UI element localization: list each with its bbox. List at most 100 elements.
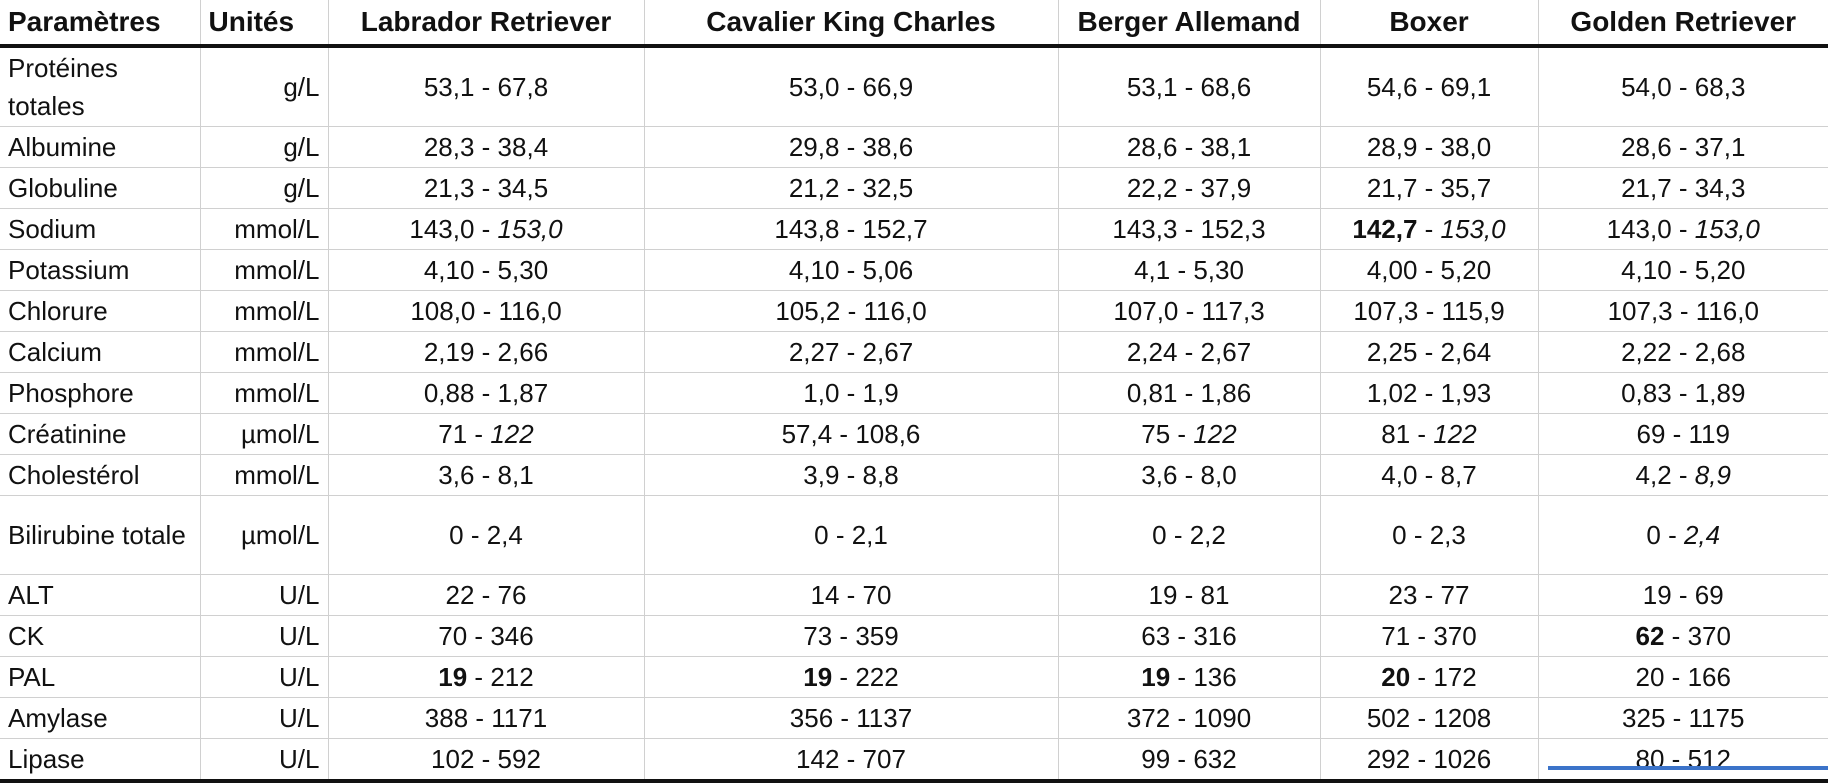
range-high: 166 bbox=[1687, 662, 1731, 692]
range-cell-berger: 3,6 - 8,0 bbox=[1057, 454, 1320, 496]
range-cell-boxer: 4,00 - 5,20 bbox=[1319, 249, 1538, 291]
parameter-name: Protéines totales bbox=[0, 45, 200, 127]
range-low: 22 bbox=[445, 580, 475, 610]
range-cell-labrador: 70 - 346 bbox=[327, 615, 644, 657]
range-high: 37,9 bbox=[1200, 173, 1252, 203]
header-cavalier: Cavalier King Charles bbox=[643, 0, 1058, 48]
range-separator: - bbox=[1410, 703, 1434, 733]
parameter-name: Chlorure bbox=[0, 290, 200, 332]
range-separator: - bbox=[1177, 580, 1201, 610]
range-cell-berger: 22,2 - 37,9 bbox=[1057, 167, 1320, 209]
range-high: 152,7 bbox=[862, 214, 928, 244]
range-cell-boxer: 23 - 77 bbox=[1319, 574, 1538, 616]
range-low: 28,6 bbox=[1621, 132, 1672, 162]
range-low: 21,7 bbox=[1366, 173, 1418, 203]
range-low: 63 bbox=[1141, 621, 1171, 651]
range-separator: - bbox=[474, 337, 498, 367]
range-low: 19 bbox=[438, 662, 468, 692]
range-low: 4,1 bbox=[1134, 255, 1171, 285]
range-low: 325 bbox=[1622, 703, 1666, 733]
range-low: 3,6 bbox=[438, 460, 475, 490]
range-low: 0,81 bbox=[1126, 378, 1178, 408]
range-high: 153,0 bbox=[497, 214, 563, 244]
range-high: 2,67 bbox=[1200, 337, 1252, 367]
parameter-unit: U/L bbox=[199, 615, 328, 657]
range-low: 75 bbox=[1141, 419, 1171, 449]
range-cell-berger: 19 - 81 bbox=[1057, 574, 1320, 616]
range-high: 69 bbox=[1694, 580, 1724, 610]
range-high: 38,1 bbox=[1200, 132, 1252, 162]
range-high: 1,86 bbox=[1200, 378, 1252, 408]
range-high: 76 bbox=[497, 580, 527, 610]
range-cell-boxer: 4,0 - 8,7 bbox=[1319, 454, 1538, 496]
range-cell-cavalier: 57,4 - 108,6 bbox=[643, 413, 1058, 455]
range-separator: - bbox=[1417, 173, 1441, 203]
range-high: 35,7 bbox=[1440, 173, 1492, 203]
range-low: 0,83 bbox=[1621, 378, 1672, 408]
range-cell-cavalier: 2,27 - 2,67 bbox=[643, 331, 1058, 373]
range-high: 37,1 bbox=[1694, 132, 1746, 162]
range-separator: - bbox=[1664, 744, 1688, 774]
range-low: 73 bbox=[803, 621, 833, 651]
range-low: 0 bbox=[449, 520, 464, 550]
range-separator: - bbox=[463, 520, 487, 550]
range-low: 3,9 bbox=[803, 460, 840, 490]
range-high: 5,30 bbox=[497, 255, 549, 285]
parameter-unit: mmol/L bbox=[199, 454, 328, 496]
range-low: 1,02 bbox=[1366, 378, 1418, 408]
range-low: 143,8 bbox=[774, 214, 840, 244]
parameter-unit: U/L bbox=[199, 574, 328, 616]
table-row: Cholestérol mmol/L 3,6 - 8,1 3,9 - 8,8 3,6 -… bbox=[0, 454, 1828, 496]
table-row: Albumine g/L 28,3 - 38,4 29,8 - 38,6 28,6 - … bbox=[0, 126, 1828, 168]
range-separator: - bbox=[1410, 662, 1434, 692]
range-cell-berger: 107,0 - 117,3 bbox=[1057, 290, 1320, 332]
range-low: 29,8 bbox=[788, 132, 840, 162]
range-high: 8,1 bbox=[497, 460, 534, 490]
range-high: 2,64 bbox=[1440, 337, 1492, 367]
range-high: 34,5 bbox=[497, 173, 549, 203]
parameter-unit: mmol/L bbox=[199, 290, 328, 332]
range-high: 2,1 bbox=[851, 520, 888, 550]
range-high: 1,89 bbox=[1694, 378, 1746, 408]
range-high: 117,3 bbox=[1201, 296, 1265, 326]
range-cell-labrador: 143,0 - 153,0 bbox=[327, 208, 644, 250]
range-cell-cavalier: 73 - 359 bbox=[643, 615, 1058, 657]
range-separator: - bbox=[1170, 419, 1194, 449]
range-separator: - bbox=[1417, 337, 1441, 367]
parameter-unit: µmol/L bbox=[199, 495, 328, 575]
range-high: 68,6 bbox=[1200, 72, 1252, 102]
range-low: 107,0 bbox=[1113, 296, 1179, 326]
range-separator: - bbox=[839, 255, 863, 285]
range-separator: - bbox=[1166, 520, 1190, 550]
range-low: 2,25 bbox=[1366, 337, 1418, 367]
range-separator: - bbox=[1671, 460, 1695, 490]
range-low: 0 bbox=[1152, 520, 1167, 550]
range-cell-labrador: 2,19 - 2,66 bbox=[327, 331, 644, 373]
range-cell-golden: 62 - 370 bbox=[1537, 615, 1828, 657]
range-separator: - bbox=[474, 744, 498, 774]
range-high: 70 bbox=[862, 580, 892, 610]
range-separator: - bbox=[1177, 378, 1201, 408]
range-separator: - bbox=[1671, 214, 1695, 244]
parameter-name: Amylase bbox=[0, 697, 200, 739]
range-separator: - bbox=[1170, 744, 1194, 774]
selection-accent-bar bbox=[1548, 766, 1828, 770]
range-separator: - bbox=[1417, 214, 1441, 244]
range-low: 143,3 bbox=[1112, 214, 1178, 244]
table-row: Créatinine µmol/L 71 - 122 57,4 - 108,6 75 -… bbox=[0, 413, 1828, 455]
table-row: PAL U/L 19 - 212 19 - 222 19 - 136 20 - 172 20… bbox=[0, 656, 1828, 698]
range-cell-labrador: 388 - 1171 bbox=[327, 697, 644, 739]
range-cell-boxer: 502 - 1208 bbox=[1319, 697, 1538, 739]
parameter-name: Calcium bbox=[0, 331, 200, 373]
range-low: 28,6 bbox=[1126, 132, 1178, 162]
range-high: 5,06 bbox=[862, 255, 914, 285]
range-low: 1,0 bbox=[803, 378, 840, 408]
range-high: 136 bbox=[1193, 662, 1237, 692]
range-high: 1175 bbox=[1688, 703, 1745, 733]
range-cell-golden: 19 - 69 bbox=[1537, 574, 1828, 616]
range-separator: - bbox=[474, 460, 498, 490]
range-low: 21,7 bbox=[1621, 173, 1672, 203]
range-low: 28,9 bbox=[1366, 132, 1418, 162]
range-separator: - bbox=[832, 419, 856, 449]
range-separator: - bbox=[474, 132, 498, 162]
